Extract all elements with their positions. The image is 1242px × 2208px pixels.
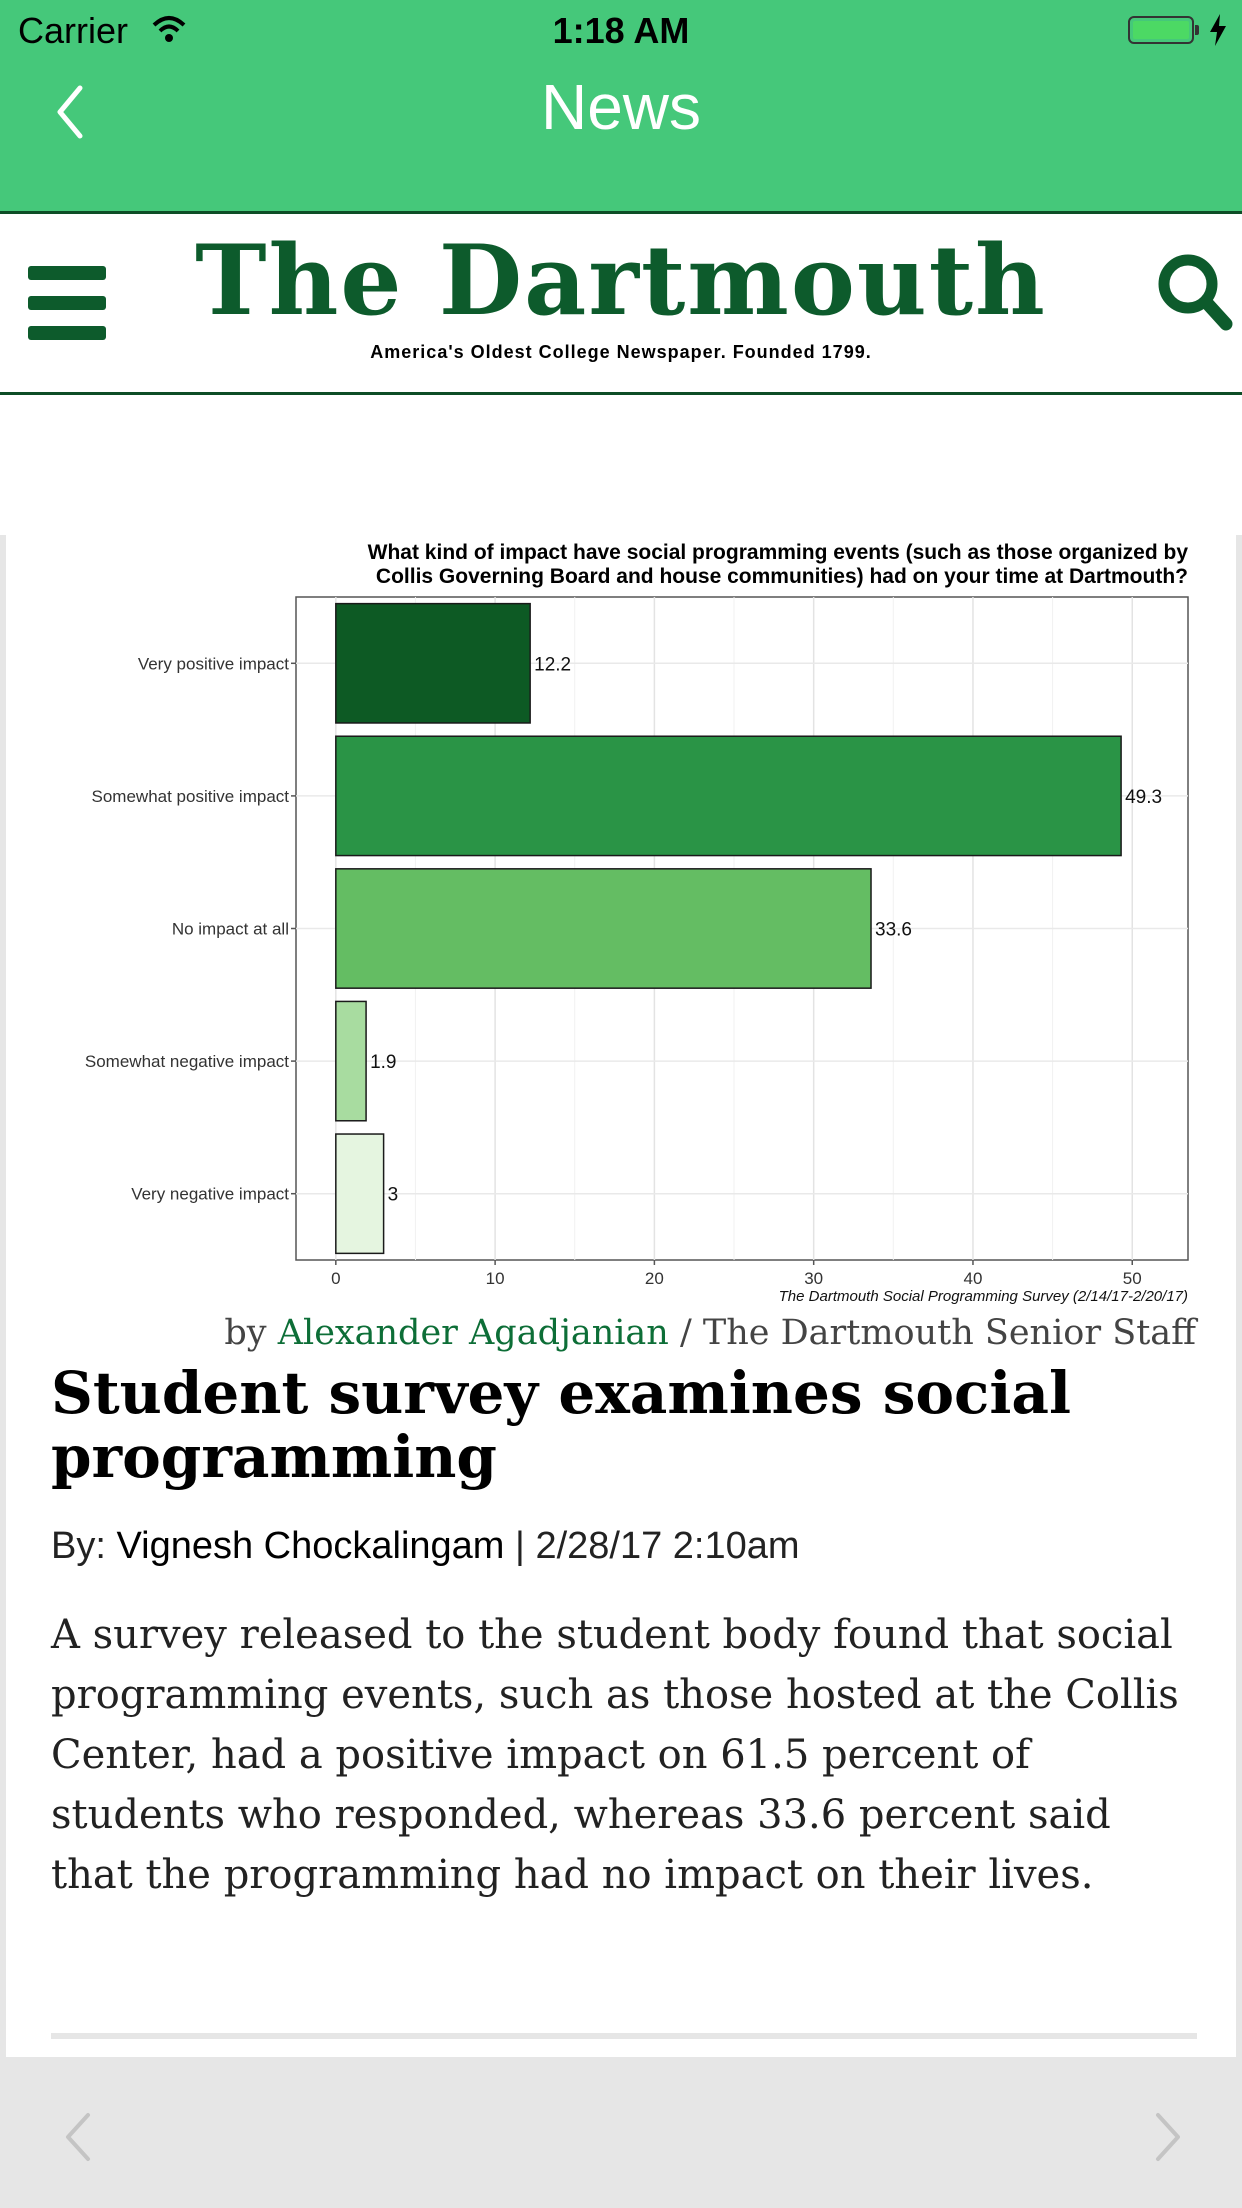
top-bar: Carrier 1:18 AM News (0, 0, 1242, 211)
image-caption: by Alexander Agadjanian / The Dartmouth … (176, 1313, 1196, 1353)
x-tick-label: 30 (804, 1269, 823, 1288)
caption-suffix: / The Dartmouth Senior Staff (668, 1313, 1196, 1353)
carrier-label: Carrier (18, 10, 129, 51)
x-tick-label: 20 (645, 1269, 664, 1288)
bar (335, 602, 531, 724)
bottom-toolbar (0, 2057, 1242, 2208)
x-tick-label: 40 (964, 1269, 983, 1288)
y-tick-label: No impact at all (172, 920, 289, 939)
y-tick-label: Very negative impact (131, 1185, 289, 1204)
chart-title-line-1: What kind of impact have social programm… (368, 541, 1189, 564)
bar-value-label: 12.2 (534, 654, 571, 675)
nav-title: News (540, 71, 702, 143)
masthead: The Dartmouth America's Oldest College N… (0, 211, 1242, 395)
masthead-tagline: America's Oldest College Newspaper. Foun… (370, 342, 872, 362)
x-tick-label: 0 (331, 1269, 340, 1288)
caption-prefix: by (224, 1313, 278, 1353)
bar-value-label: 3 (388, 1185, 399, 1206)
status-bar: Carrier 1:18 AM (0, 0, 1242, 60)
bar-value-label: 49.3 (1125, 787, 1162, 808)
article-headline[interactable]: Student survey examines social programmi… (51, 1359, 1072, 1491)
article-summary: A survey released to the student body fo… (51, 1612, 1179, 1898)
x-tick-label: 50 (1123, 1269, 1142, 1288)
bar (335, 735, 1122, 857)
article-card[interactable]: What kind of impact have social programm… (6, 535, 1236, 2057)
content-spacer (0, 395, 1242, 535)
y-tick-label: Somewhat negative impact (85, 1052, 289, 1071)
chart-title-line-2: Collis Governing Board and house communi… (376, 565, 1188, 588)
byline-author: Vignesh Chockalingam (116, 1525, 505, 1567)
y-tick-label: Very positive impact (138, 654, 289, 673)
y-tick-label: Somewhat positive impact (92, 787, 290, 806)
charging-icon (1210, 14, 1226, 46)
caption-author-link[interactable]: Alexander Agadjanian (277, 1313, 669, 1353)
bar-chart: What kind of impact have social programm… (85, 541, 1189, 1305)
navigation-bar: News (0, 60, 1242, 211)
chart-source-note: The Dartmouth Social Programming Survey … (779, 1288, 1188, 1305)
next-chevron-icon[interactable] (1148, 2107, 1188, 2167)
byline-date: | 2/28/17 2:10am (504, 1525, 800, 1567)
article-byline: By: Vignesh Chockalingam | 2/28/17 2:10a… (51, 1525, 800, 1568)
previous-chevron-icon[interactable] (58, 2107, 98, 2167)
battery-cap (1195, 25, 1199, 35)
bar (335, 1133, 385, 1255)
bar-value-label: 33.6 (875, 920, 912, 941)
bar-value-label: 1.9 (370, 1052, 396, 1073)
search-icon[interactable] (1148, 242, 1238, 342)
newspaper-logo: The Dartmouth (195, 224, 1047, 337)
bar (335, 868, 872, 989)
menu-icon[interactable] (28, 266, 106, 340)
wifi-icon (152, 16, 186, 42)
x-tick-label: 10 (486, 1269, 505, 1288)
article-image-chart: What kind of impact have social programm… (56, 535, 1206, 1305)
status-time: 1:18 AM (552, 10, 690, 51)
divider (51, 2033, 1197, 2039)
back-chevron-icon[interactable] (50, 78, 110, 148)
byline-prefix: By: (51, 1525, 117, 1567)
battery-icon (1128, 16, 1194, 44)
bar (335, 1000, 367, 1122)
